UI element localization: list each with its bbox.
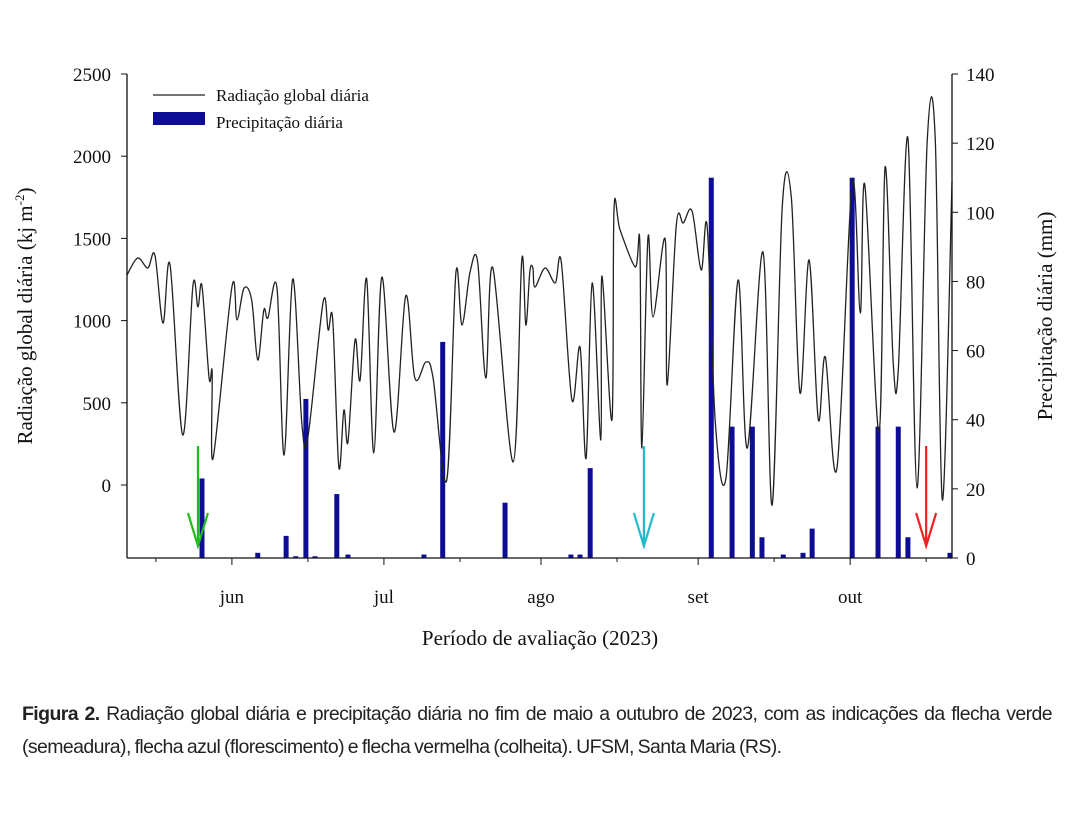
precip-bar xyxy=(502,502,508,558)
precip-bar xyxy=(749,426,755,558)
caption-text: Radiação global diária e precipitação di… xyxy=(22,703,1053,758)
precip-bar xyxy=(345,554,351,558)
x-tick-label: jul xyxy=(373,587,394,608)
precip-bar xyxy=(809,528,815,558)
y-right-tick-label: 60 xyxy=(966,342,985,363)
caption-label: Figura 2. xyxy=(22,703,100,725)
x-tick-label: ago xyxy=(527,587,554,608)
precip-bar xyxy=(440,341,446,558)
arrow-path xyxy=(186,446,209,550)
precip-bar xyxy=(895,426,901,558)
legend-label-precip: Precipitação diária xyxy=(216,113,343,132)
precip-bar xyxy=(312,556,318,558)
precip-bar xyxy=(283,535,289,558)
precip-bar xyxy=(708,177,714,558)
y-right-tick-label: 0 xyxy=(966,549,976,570)
precip-bar xyxy=(947,552,953,558)
x-tick-label: set xyxy=(688,587,710,608)
y-right-tick-label: 100 xyxy=(966,203,995,224)
y-left-tick-label: 1000 xyxy=(73,312,111,333)
precip-bar xyxy=(334,494,340,558)
arrow-colheita-icon xyxy=(915,446,938,550)
y-axis-right-label: Precipitação diária (mm) xyxy=(1033,212,1057,421)
x-tick-label: out xyxy=(838,587,863,608)
figure-caption: Figura 2. Radiação global diária e preci… xyxy=(22,698,1053,764)
precip-bar xyxy=(255,552,261,558)
y-right-tick-label: 120 xyxy=(966,134,995,155)
precip-bar xyxy=(905,537,911,558)
legend-bar-swatch xyxy=(153,112,205,125)
arrow-semeadura-icon xyxy=(186,446,209,550)
precip-bar xyxy=(587,468,593,558)
precip-bar xyxy=(759,537,765,558)
precip-bar xyxy=(199,478,205,558)
y-left-tick-label: 500 xyxy=(83,394,112,415)
legend: Radiação global diária Precipitação diár… xyxy=(153,86,369,132)
y-right-tick-label: 20 xyxy=(966,480,985,501)
legend-label-radiation: Radiação global diária xyxy=(216,86,369,105)
y-left-tick-label: 0 xyxy=(102,476,112,497)
y-left-tick-label: 2500 xyxy=(73,65,111,86)
precip-bar xyxy=(729,426,735,558)
precip-bar xyxy=(849,177,855,558)
y-left-tick-label: 2000 xyxy=(73,147,111,168)
y-left-tick-label: 1500 xyxy=(73,229,111,250)
precip-bar xyxy=(568,554,574,558)
arrows xyxy=(186,446,938,550)
arrow-path xyxy=(632,446,655,550)
axes: 0 500 1000 1500 2000 2500 0 20 40 60 80 100 120 140 ju… xyxy=(73,65,995,608)
y-right-tick-label: 140 xyxy=(966,65,995,86)
precip-bar xyxy=(303,398,309,558)
precip-bar xyxy=(421,554,427,558)
precip-bar xyxy=(800,552,806,558)
y-right-tick-label: 80 xyxy=(966,272,985,293)
x-axis-label: Período de avaliação (2023) xyxy=(422,626,658,650)
precip-bar xyxy=(875,426,881,558)
arrow-path xyxy=(915,446,938,550)
y-right-tick-label: 40 xyxy=(966,411,985,432)
x-tick-label: jun xyxy=(219,587,245,608)
y-axis-left-label: Radiação global diária (kj m-2) xyxy=(12,188,37,445)
precip-bar xyxy=(780,554,786,558)
precip-bar xyxy=(293,556,299,558)
precip-bar xyxy=(577,554,583,558)
arrow-florescimento-icon xyxy=(632,446,655,550)
precipitation-bars xyxy=(199,177,953,558)
radiation-line xyxy=(126,96,953,506)
